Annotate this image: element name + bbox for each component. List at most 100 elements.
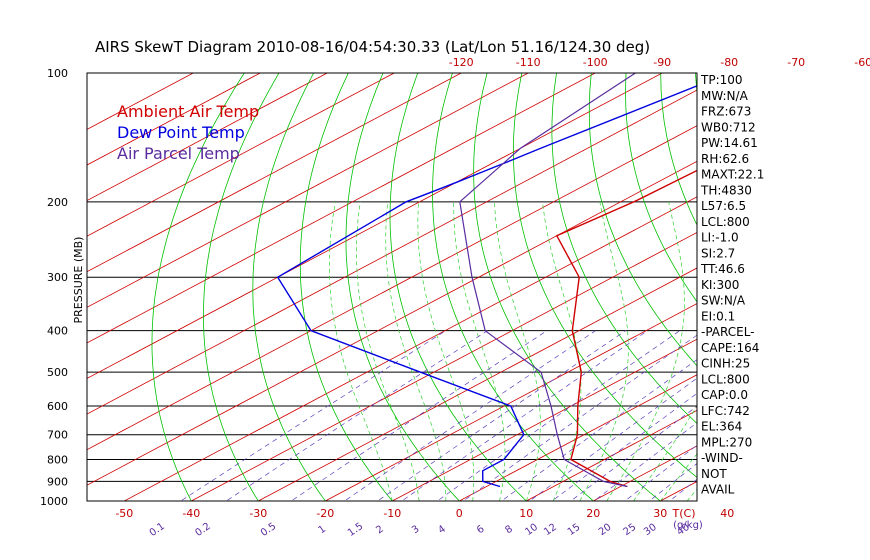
moist-adiabat-line <box>328 201 393 501</box>
index-entry: TP:100 <box>700 73 743 87</box>
top-temp-tick: -120 <box>449 56 474 69</box>
isotherm-line <box>191 231 697 501</box>
top-temp-tick: -60 <box>854 56 870 69</box>
pressure-tick: 300 <box>47 271 68 284</box>
dry-adiabat-line <box>151 73 245 501</box>
plot-frame <box>86 72 698 502</box>
chart-title: AIRS SkewT Diagram 2010-08-16/04:54:30.3… <box>95 38 650 56</box>
mixing-ratio-line <box>436 330 680 501</box>
mixing-ratio-tick: 1.5 <box>346 521 365 539</box>
dry-adiabat-line <box>834 73 870 501</box>
index-entry: LCL:800 <box>701 372 750 386</box>
series-line-dew-point-temp <box>276 85 697 488</box>
index-entry: -PARCEL- <box>701 325 755 339</box>
bottom-temp-tick: 10 <box>519 507 533 520</box>
bottom-temp-tick: 30 <box>653 507 667 520</box>
bottom-temp-tick: -10 <box>383 507 401 520</box>
bottom-temp-tick: -30 <box>249 507 267 520</box>
isotherm-line <box>87 73 395 237</box>
isotherm-line <box>87 89 697 415</box>
mixing-ratio-line <box>225 330 488 501</box>
legend-entry: Ambient Air Temp <box>117 102 259 121</box>
bottom-temp-tick: -50 <box>115 507 133 520</box>
pressure-tick: 400 <box>47 325 68 338</box>
index-entry: PW:14.61 <box>701 136 758 150</box>
moist-adiabat-line <box>606 201 685 501</box>
index-entry: SI:2.7 <box>701 246 735 260</box>
isotherm-line <box>87 160 697 486</box>
isotherm-line <box>87 73 462 273</box>
dry-adiabat-line <box>432 73 594 501</box>
mixing-ratio-tick: 25 <box>622 522 639 538</box>
moist-adiabat-line <box>417 201 475 501</box>
pressure-tick: 800 <box>47 454 68 467</box>
dry-adiabat-line <box>345 73 460 501</box>
dry-adiabat-line <box>389 73 527 501</box>
x-axis-label: T(C) <box>672 507 696 520</box>
index-entry: NOT <box>701 467 727 481</box>
top-temp-tick: -80 <box>720 56 738 69</box>
isotherm-line <box>258 267 697 501</box>
index-entry: MW:N/A <box>701 89 749 103</box>
pressure-tick: 200 <box>47 196 68 209</box>
mixing-ratio-line <box>180 330 446 501</box>
moist-adiabat-line <box>385 201 447 501</box>
moist-adiabat-line <box>579 201 629 501</box>
bottom-temp-tick: -40 <box>182 507 200 520</box>
dry-adiabat-line <box>299 73 393 501</box>
pressure-tick: 700 <box>47 429 68 442</box>
mixing-ratio-line <box>462 334 697 501</box>
mixing-ratio-tick: 15 <box>566 522 583 538</box>
mixing-ratio-line <box>290 330 548 501</box>
mixing-ratio-tick: 10 <box>523 522 540 538</box>
moist-adiabat-line <box>453 201 506 501</box>
mixing-unit-label: (g/kg) <box>673 520 703 531</box>
mixing-ratio-tick: 1 <box>317 524 329 537</box>
mixing-ratio-tick: 20 <box>597 522 614 538</box>
index-entry: MAXT:22.1 <box>701 168 764 182</box>
isotherm-line <box>526 409 697 501</box>
index-entry: LI:-1.0 <box>701 231 739 245</box>
bottom-temp-tick: -20 <box>316 507 334 520</box>
mixing-ratio-tick: 0.1 <box>148 521 167 539</box>
index-entry: LCL:800 <box>701 215 750 229</box>
dry-adiabat-line <box>588 73 697 367</box>
moist-adiabat-line <box>494 201 541 501</box>
isotherm-line <box>325 303 697 501</box>
index-entry: CINH:25 <box>701 357 750 371</box>
isotherm-line <box>87 73 663 379</box>
mixing-ratio-tick: 4 <box>436 524 448 537</box>
mixing-ratio-line <box>343 330 596 501</box>
top-temp-tick: -110 <box>516 56 541 69</box>
pressure-tick: 900 <box>47 475 68 488</box>
isotherm-line <box>87 73 261 166</box>
legend: Ambient Air Temp Dew Point Temp Air Parcel… <box>117 102 259 163</box>
index-entry: CAP:0.0 <box>701 388 748 402</box>
dry-adiabat-line <box>252 73 326 501</box>
top-temp-tick: -70 <box>787 56 805 69</box>
moist-adiabat-line <box>356 201 420 501</box>
index-entry: RH:62.6 <box>701 152 749 166</box>
index-entry: -WIND- <box>701 451 743 465</box>
axis-labels: -120-110-100-90-80-70-60-50-40-50-40-30-… <box>40 56 870 539</box>
moist-adiabat-line <box>542 201 582 501</box>
mixing-ratio-line <box>376 330 626 501</box>
index-entry: EL:364 <box>701 420 742 434</box>
index-entry: LFC:742 <box>701 404 750 418</box>
series-line-ambient-air-temp <box>555 169 697 488</box>
mixing-ratio-tick: 0.5 <box>259 521 278 539</box>
bottom-temp-tick: 0 <box>456 507 463 520</box>
pressure-tick: 100 <box>47 67 68 80</box>
isotherm-line <box>87 73 328 202</box>
dry-adiabat-line <box>765 73 870 501</box>
index-entry: SW:N/A <box>701 294 746 308</box>
index-entry: FRZ:673 <box>701 105 751 119</box>
isotherm-line <box>392 338 697 501</box>
dry-adiabat-line <box>551 73 697 424</box>
isotherm-line <box>794 73 870 501</box>
mixing-ratio-line <box>401 330 648 501</box>
grid-lines <box>87 73 870 501</box>
legend-entry: Dew Point Temp <box>117 123 245 142</box>
